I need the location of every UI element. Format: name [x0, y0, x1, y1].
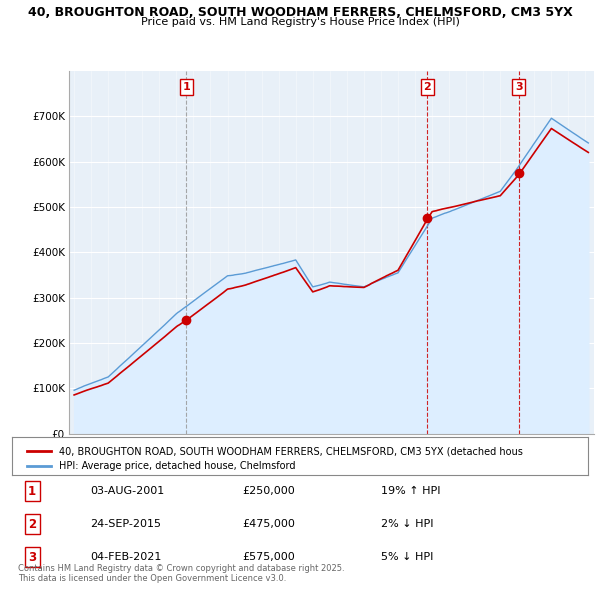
- Text: £475,000: £475,000: [242, 519, 295, 529]
- Text: £250,000: £250,000: [242, 486, 295, 496]
- Text: 2% ↓ HPI: 2% ↓ HPI: [380, 519, 433, 529]
- Text: 2: 2: [424, 82, 431, 92]
- Text: 1: 1: [28, 485, 36, 498]
- Text: 5% ↓ HPI: 5% ↓ HPI: [380, 552, 433, 562]
- Text: 04-FEB-2021: 04-FEB-2021: [90, 552, 161, 562]
- Text: 24-SEP-2015: 24-SEP-2015: [90, 519, 161, 529]
- Text: £575,000: £575,000: [242, 552, 295, 562]
- Text: 03-AUG-2001: 03-AUG-2001: [90, 486, 164, 496]
- Text: 3: 3: [28, 551, 36, 564]
- Text: 40, BROUGHTON ROAD, SOUTH WOODHAM FERRERS, CHELMSFORD, CM3 5YX: 40, BROUGHTON ROAD, SOUTH WOODHAM FERRER…: [28, 6, 572, 19]
- Text: 1: 1: [182, 82, 190, 92]
- Text: Contains HM Land Registry data © Crown copyright and database right 2025.
This d: Contains HM Land Registry data © Crown c…: [18, 563, 344, 583]
- Text: 2: 2: [28, 518, 36, 531]
- Legend: 40, BROUGHTON ROAD, SOUTH WOODHAM FERRERS, CHELMSFORD, CM3 5YX (detached hous, H: 40, BROUGHTON ROAD, SOUTH WOODHAM FERRER…: [23, 442, 526, 475]
- Text: 3: 3: [515, 82, 523, 92]
- Text: 19% ↑ HPI: 19% ↑ HPI: [380, 486, 440, 496]
- Text: Price paid vs. HM Land Registry's House Price Index (HPI): Price paid vs. HM Land Registry's House …: [140, 17, 460, 27]
